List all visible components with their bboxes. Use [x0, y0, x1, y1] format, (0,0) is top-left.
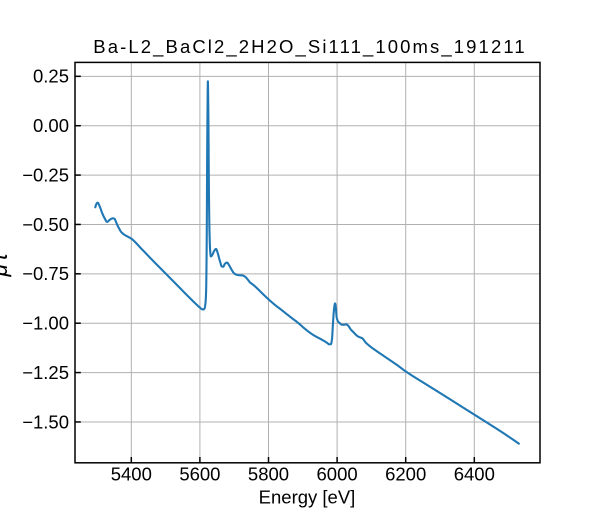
svg-text:Ba-L2_BaCl2_2H2O_Si111_100ms_1: Ba-L2_BaCl2_2H2O_Si111_100ms_191211 [93, 36, 526, 58]
svg-text:6000: 6000 [317, 464, 358, 485]
svg-text:μt: μt [0, 250, 12, 278]
svg-text:5600: 5600 [179, 464, 220, 485]
svg-text:5400: 5400 [111, 464, 152, 485]
svg-text:−0.50: −0.50 [22, 214, 69, 235]
svg-text:0.25: 0.25 [33, 66, 69, 87]
svg-text:−1.00: −1.00 [22, 313, 69, 334]
svg-text:0.00: 0.00 [33, 115, 69, 136]
svg-text:6200: 6200 [385, 464, 426, 485]
svg-text:Energy [eV]: Energy [eV] [259, 487, 356, 508]
svg-text:−0.75: −0.75 [22, 263, 69, 284]
svg-text:−1.50: −1.50 [22, 411, 69, 432]
svg-text:5800: 5800 [248, 464, 289, 485]
svg-text:−0.25: −0.25 [22, 164, 69, 185]
svg-text:6400: 6400 [454, 464, 495, 485]
svg-text:−1.25: −1.25 [22, 362, 69, 383]
